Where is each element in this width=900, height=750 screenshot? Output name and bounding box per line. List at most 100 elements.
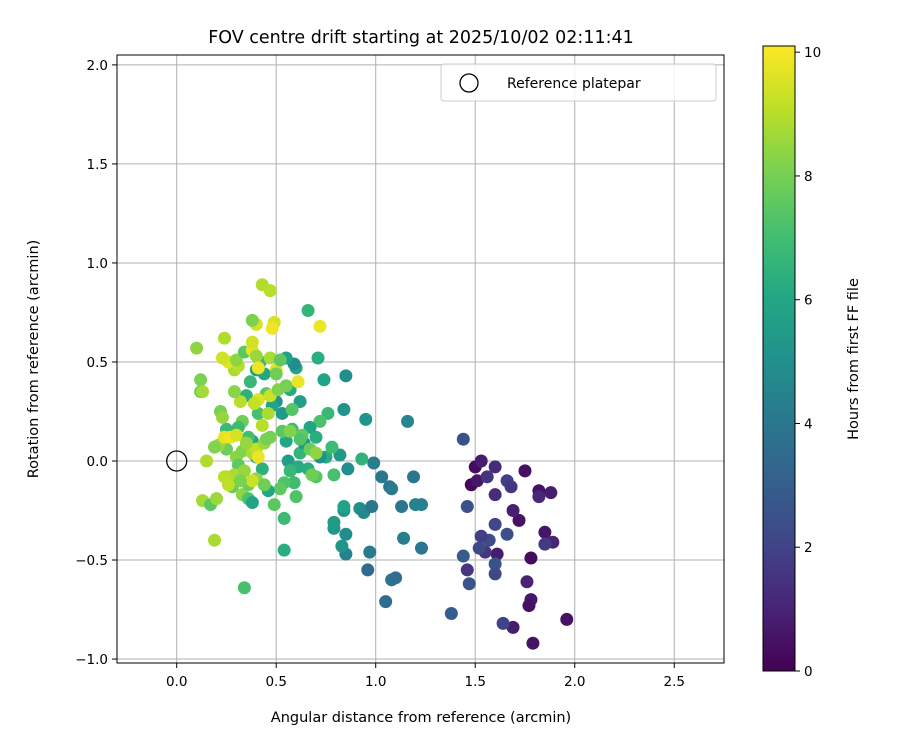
data-point: [488, 488, 502, 502]
data-point: [233, 474, 247, 488]
data-point: [538, 537, 552, 551]
data-point: [456, 549, 470, 563]
data-point: [279, 434, 293, 448]
legend: Reference platepar: [440, 63, 717, 102]
data-point: [401, 414, 415, 428]
data-point: [335, 539, 349, 553]
data-point: [239, 436, 253, 450]
data-point: [251, 450, 265, 464]
colorbar-tick-label: 10: [804, 45, 821, 61]
data-point: [524, 551, 538, 565]
data-point: [293, 446, 307, 460]
y-tick-label: 0.5: [87, 355, 108, 371]
y-axis-label: Rotation from reference (arcmin): [26, 240, 42, 479]
data-point: [518, 464, 532, 478]
data-point: [490, 547, 504, 561]
data-point: [313, 414, 327, 428]
data-point: [325, 440, 339, 454]
data-point: [309, 430, 323, 444]
data-point: [251, 406, 265, 420]
y-tick-label: 1.5: [87, 157, 108, 173]
data-point: [460, 500, 474, 514]
data-point: [375, 470, 389, 484]
data-point: [526, 636, 540, 650]
data-point: [414, 498, 428, 512]
data-point: [333, 448, 347, 462]
data-point: [200, 454, 214, 468]
data-point: [245, 335, 259, 349]
data-point: [355, 452, 369, 466]
x-tick-label: 0.5: [265, 674, 286, 690]
data-point: [407, 470, 421, 484]
data-point: [247, 397, 261, 411]
data-point: [327, 468, 341, 482]
colorbar-label: Hours from first FF file: [846, 278, 862, 440]
data-points: [190, 278, 574, 650]
data-point: [397, 531, 411, 545]
colorbar-tick-label: 4: [804, 416, 813, 432]
data-point: [363, 545, 377, 559]
data-point: [249, 349, 263, 363]
data-point: [379, 595, 393, 609]
data-point: [488, 460, 502, 474]
data-point: [263, 351, 277, 365]
data-point: [273, 353, 287, 367]
colorbar-tick-label: 6: [804, 293, 813, 309]
y-tick-label: 2.0: [87, 58, 108, 74]
legend-label: Reference platepar: [507, 76, 641, 92]
y-axis-ticks: −1.0 −0.5 0.0 0.5 1.0 1.5 2.0: [75, 58, 117, 668]
data-point: [474, 454, 488, 468]
grid-lines: [117, 55, 724, 663]
data-point: [259, 432, 273, 446]
data-point: [462, 577, 476, 591]
data-point: [190, 341, 204, 355]
colorbar-ticks: 0 2 4 6 8 10: [795, 45, 821, 680]
data-point: [285, 403, 299, 417]
data-point: [265, 321, 279, 335]
data-point: [341, 462, 355, 476]
data-point: [488, 567, 502, 581]
y-tick-label: −1.0: [75, 652, 108, 668]
data-point: [255, 418, 269, 432]
data-point: [456, 432, 470, 446]
data-point: [504, 480, 518, 494]
data-point: [208, 533, 222, 547]
reference-marker: [166, 450, 188, 472]
data-point: [321, 406, 335, 420]
x-axis-label: Angular distance from reference (arcmin): [271, 710, 571, 726]
data-point: [395, 500, 409, 514]
data-point: [275, 406, 289, 420]
data-point: [472, 541, 486, 555]
data-point: [560, 612, 574, 626]
data-point: [522, 599, 536, 613]
data-point: [512, 513, 526, 527]
data-point: [488, 557, 502, 571]
data-point: [233, 395, 247, 409]
data-point: [237, 581, 251, 595]
data-point: [194, 373, 208, 387]
data-point: [367, 456, 381, 470]
data-point: [245, 474, 259, 488]
data-point: [237, 464, 251, 478]
data-point: [500, 527, 514, 541]
colorbar: 0 2 4 6 8 10 Hours from first FF file: [762, 45, 862, 680]
data-point: [277, 543, 291, 557]
data-point: [208, 440, 222, 454]
data-point: [257, 478, 271, 492]
data-point: [291, 375, 305, 389]
data-point: [520, 575, 534, 589]
x-tick-label: 1.5: [464, 674, 485, 690]
x-tick-label: 0.0: [166, 674, 187, 690]
data-point: [243, 375, 257, 389]
data-point: [263, 284, 277, 298]
colorbar-tick-label: 2: [804, 540, 813, 556]
legend-marker-icon: [459, 73, 479, 93]
data-point: [289, 490, 303, 504]
data-point: [361, 563, 375, 577]
data-point: [261, 406, 275, 420]
data-point: [460, 563, 474, 577]
data-point: [245, 496, 259, 510]
data-point: [217, 331, 231, 345]
data-point: [337, 500, 351, 514]
colorbar-tick-label: 0: [804, 664, 813, 680]
